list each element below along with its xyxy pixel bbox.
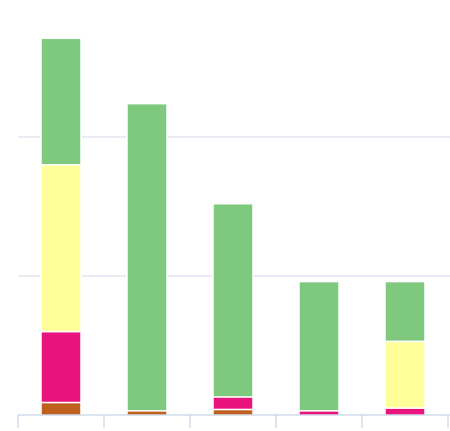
- bar-segment: [298, 280, 340, 412]
- bar-segment: [126, 102, 168, 412]
- bar-segment: [40, 330, 82, 404]
- bar-segment: [212, 408, 254, 416]
- bar-segment: [212, 202, 254, 398]
- bar-segment: [384, 340, 426, 409]
- bar-segment: [40, 37, 82, 166]
- bar-segment: [384, 280, 426, 343]
- bar-segment: [212, 396, 254, 411]
- bar-segment: [40, 401, 82, 416]
- bar-segment: [40, 164, 82, 333]
- bar-segment: [384, 407, 426, 416]
